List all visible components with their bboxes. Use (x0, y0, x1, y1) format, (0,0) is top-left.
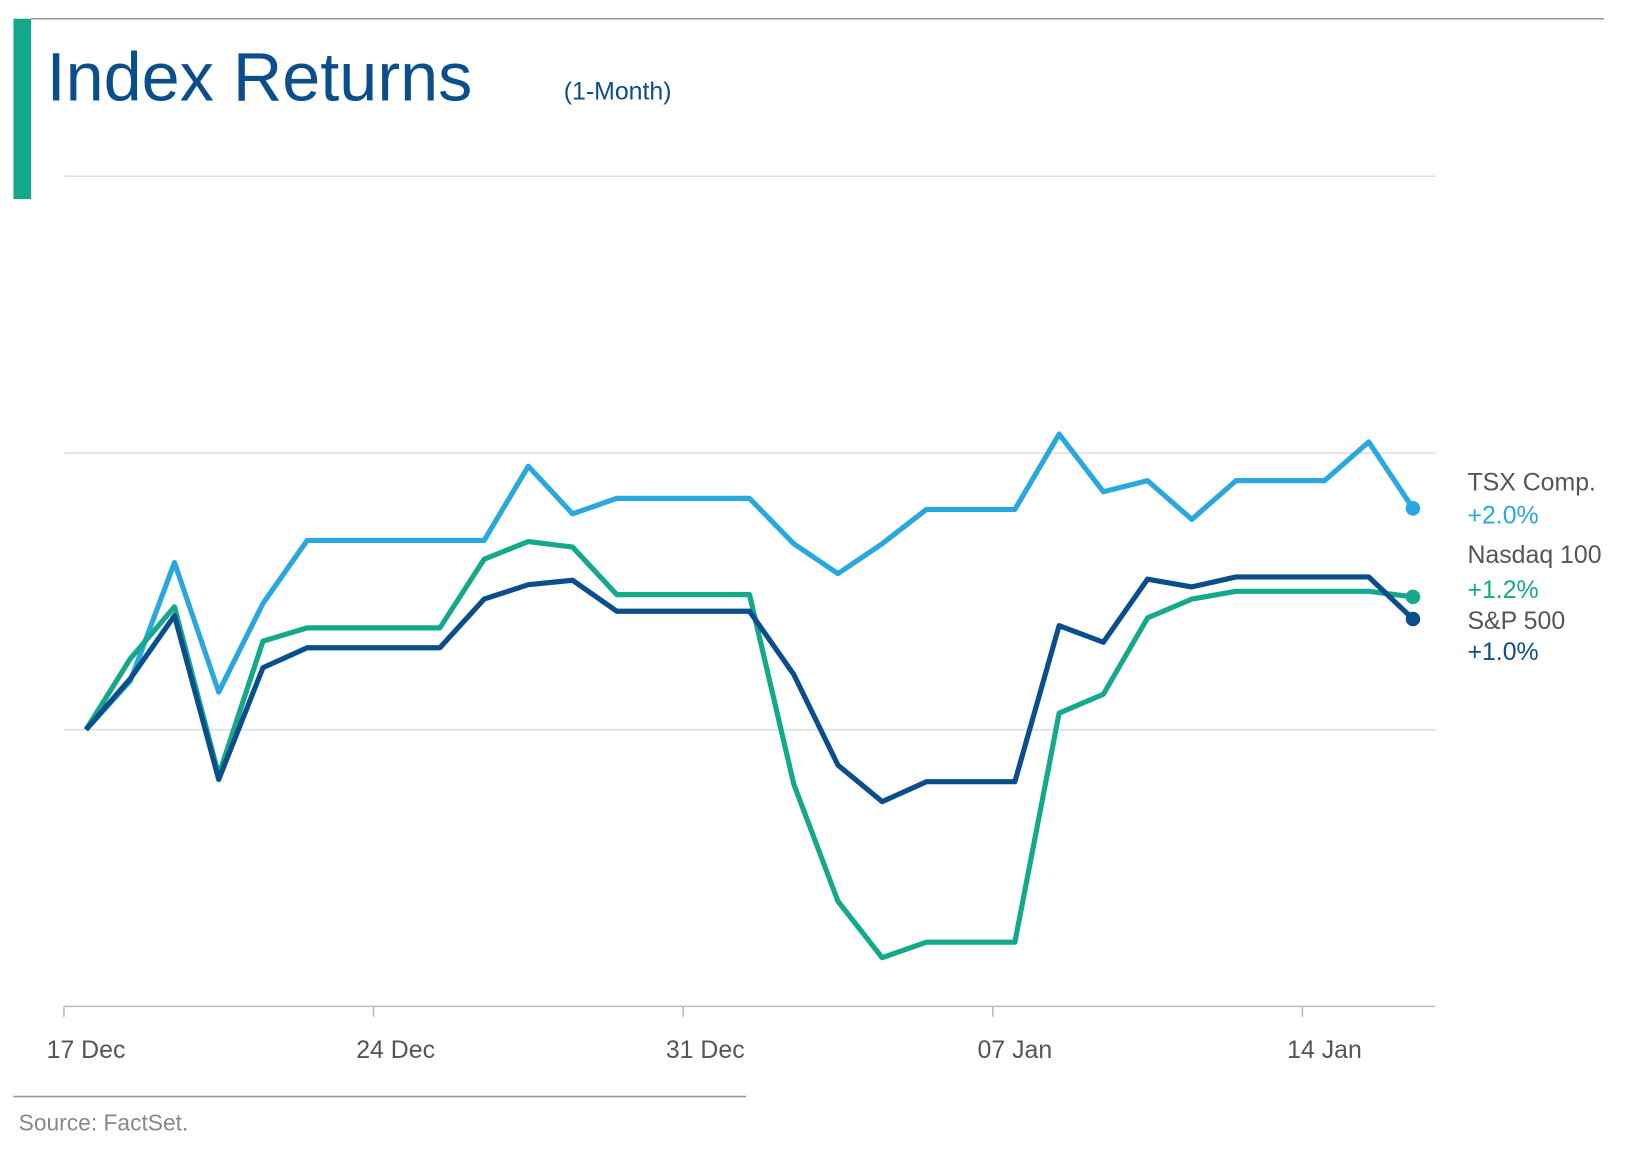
legend-value: +2.0% (1467, 501, 1538, 529)
x-tick-label: 24 Dec (356, 1036, 435, 1064)
series-line (83, 538, 1414, 961)
legend-name: S&P 500 (1467, 607, 1565, 635)
accent-bar (13, 18, 32, 200)
end-dot (1405, 611, 1421, 627)
chart-subtitle: (1-Month) (564, 78, 672, 106)
series-line (84, 574, 1415, 805)
x-tick-label: 07 Jan (978, 1036, 1053, 1064)
x-tick-label: 14 Jan (1287, 1036, 1362, 1064)
legend-value: +1.2% (1467, 576, 1538, 604)
end-dot (1405, 589, 1421, 605)
source: Source: FactSet. (19, 1110, 189, 1136)
legend-name: Nasdaq 100 (1467, 541, 1601, 569)
end-dot (1405, 501, 1421, 516)
x-tick-label: 17 Dec (47, 1036, 126, 1064)
legend-name: TSX Comp. (1467, 468, 1595, 496)
x-tick-label: 31 Dec (666, 1036, 745, 1064)
chart-title: Index Returns (47, 40, 473, 116)
legend-value: +1.0% (1467, 638, 1538, 666)
series-line (84, 431, 1416, 732)
